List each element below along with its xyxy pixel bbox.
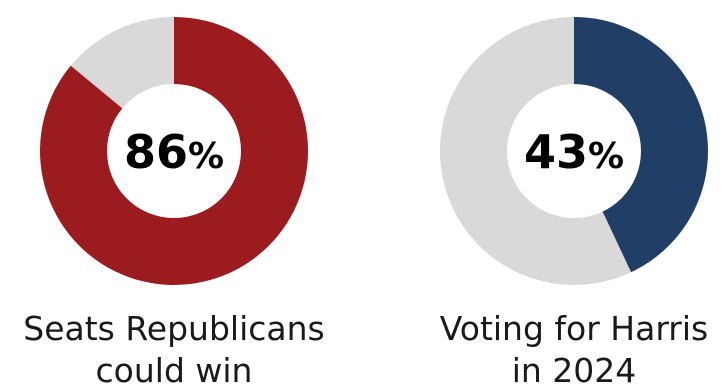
caption-line-1: Voting for Harris <box>440 309 708 348</box>
center-value-unit: % <box>188 136 224 177</box>
center-value-label: 86% <box>124 125 224 179</box>
center-value-number: 86 <box>124 125 188 179</box>
center-value-label: 43% <box>524 125 624 179</box>
caption-line-1: Seats Republicans <box>23 309 324 348</box>
donut-hole <box>107 84 241 218</box>
caption-line-2: could win <box>96 351 253 390</box>
donut-chart-republican-seats: 86% Seats Republicans could win <box>23 17 325 390</box>
center-value-number: 43 <box>524 125 588 179</box>
donut-hole <box>507 84 641 218</box>
donut-chart-harris-vote: 43% Voting for Harris in 2024 <box>440 17 708 390</box>
center-value-unit: % <box>588 136 624 177</box>
caption-line-2: in 2024 <box>512 351 637 390</box>
